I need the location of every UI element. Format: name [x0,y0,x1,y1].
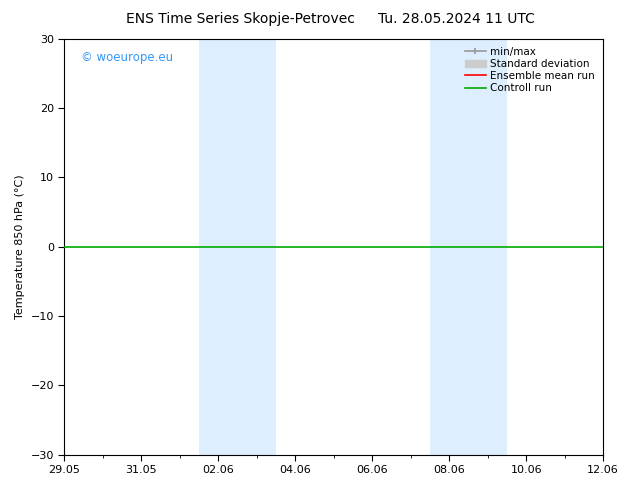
Text: © woeurope.eu: © woeurope.eu [81,51,172,64]
Text: Tu. 28.05.2024 11 UTC: Tu. 28.05.2024 11 UTC [378,12,535,26]
Y-axis label: Temperature 850 hPa (°C): Temperature 850 hPa (°C) [15,174,25,319]
Bar [199,39,276,455]
Bar [430,39,507,455]
Legend: min/max, Standard deviation, Ensemble mean run, Controll run: min/max, Standard deviation, Ensemble me… [462,44,598,97]
Text: ENS Time Series Skopje-Petrovec: ENS Time Series Skopje-Petrovec [126,12,356,26]
